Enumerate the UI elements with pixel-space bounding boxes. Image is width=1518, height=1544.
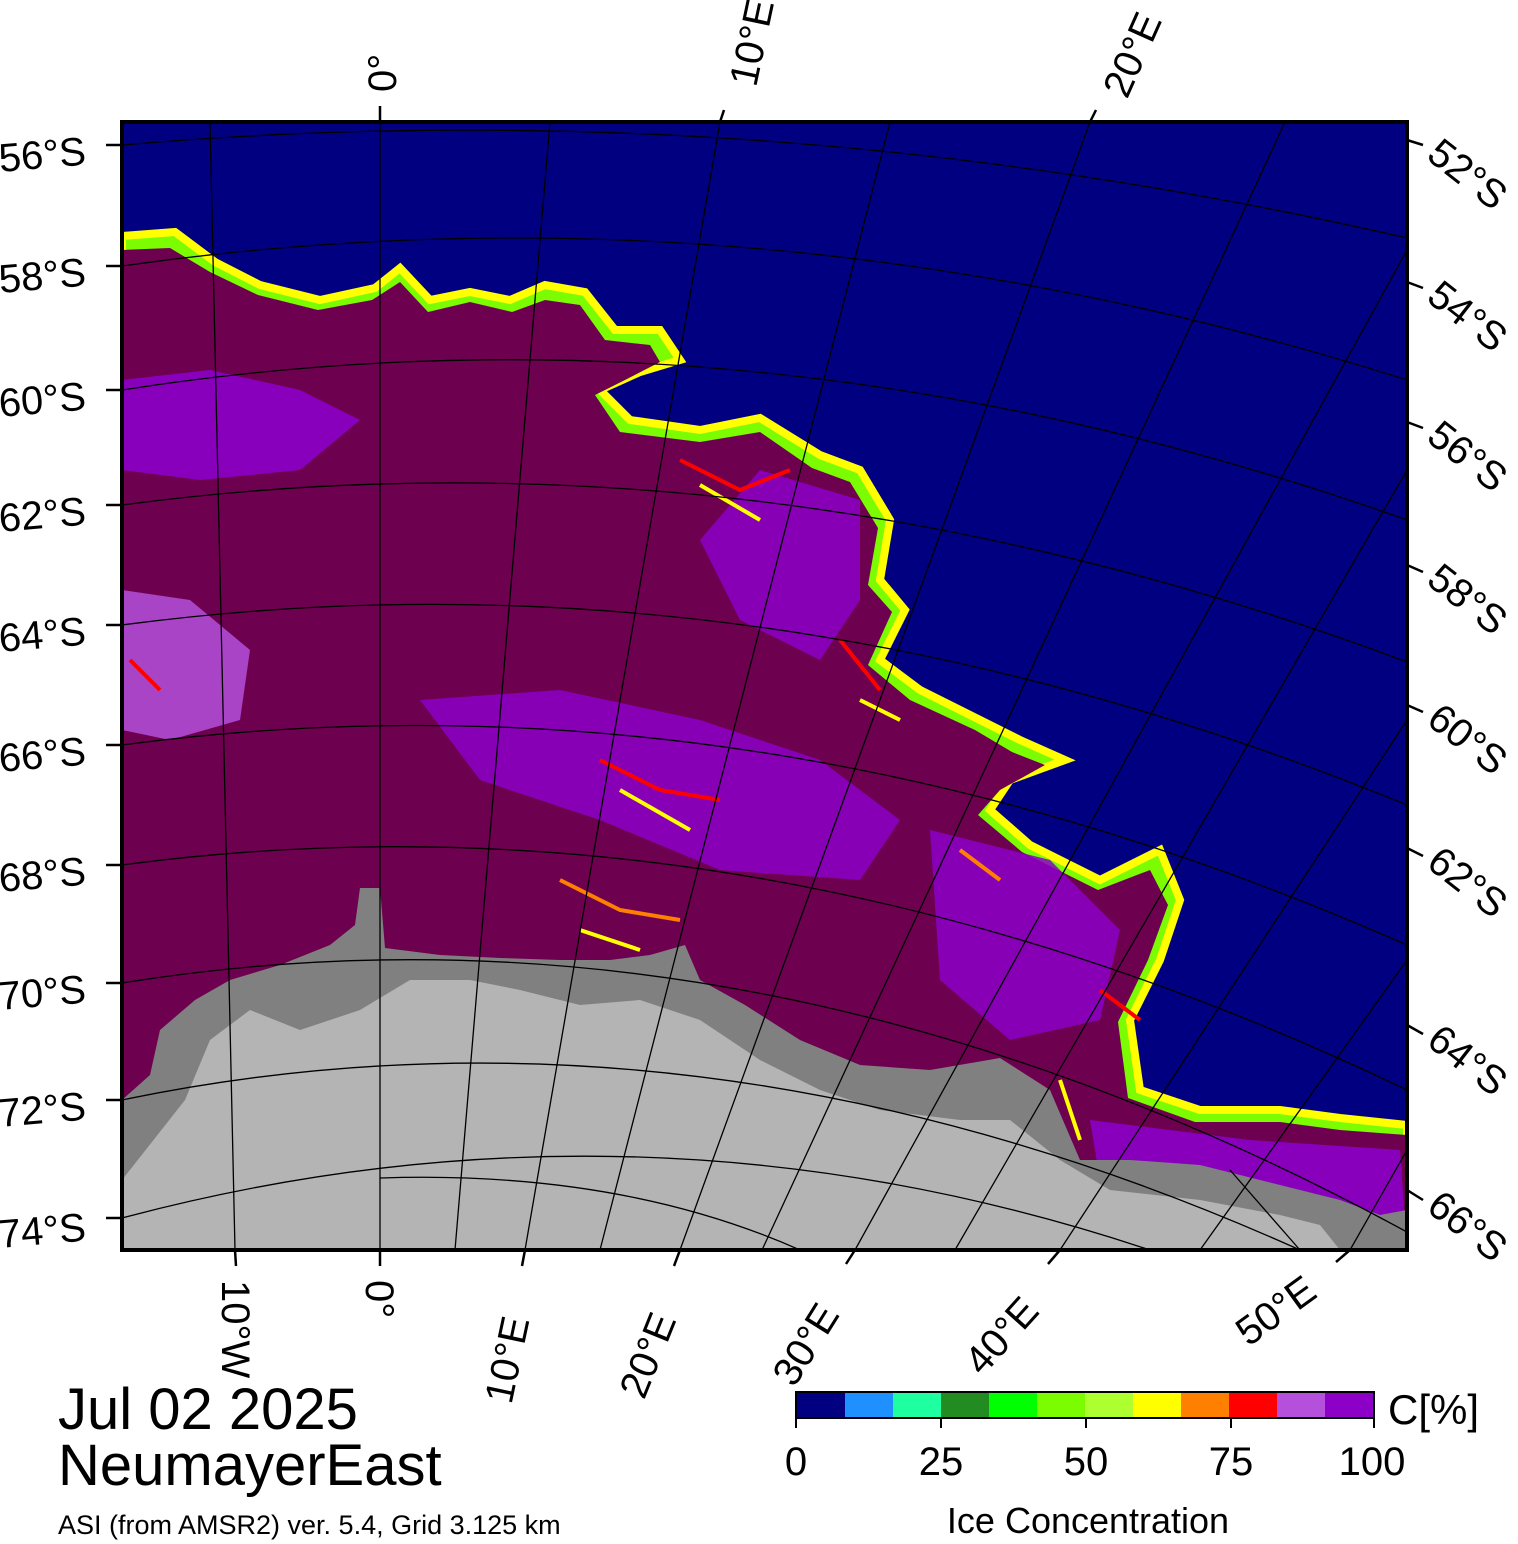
meridian-35E	[954, 469, 1407, 1250]
meridian-25E	[761, 122, 1286, 1250]
ice-region-purple-west	[122, 370, 360, 480]
lat-label-left: 64°S	[0, 610, 88, 661]
ice-region-purple-west2	[122, 590, 250, 740]
meridian-45E	[1199, 959, 1407, 1250]
lon-label-bottom: 10°W	[213, 1280, 257, 1378]
colorbar-swatch	[1181, 1393, 1229, 1417]
colorbar-swatch	[941, 1393, 989, 1417]
lat-label-left: 62°S	[0, 490, 88, 541]
lat-label-right: 54°S	[1419, 272, 1515, 360]
colorbar	[795, 1391, 1375, 1419]
meridian-15E	[599, 122, 891, 1250]
lon-label-top: 0°	[361, 54, 405, 92]
parallel-70S	[122, 959, 1407, 1233]
ice-region-purple-east	[700, 470, 860, 660]
bottom-longitude-labels: 10°W 0° 10°E 20°E 30°E 40°E 50°E	[213, 1268, 1324, 1407]
colorbar-tick-label: 0	[784, 1440, 808, 1484]
lon-label-bottom: 40°E	[956, 1289, 1047, 1383]
lat-label-right: 60°S	[1419, 695, 1515, 783]
lat-label-left: 60°S	[0, 375, 88, 426]
colorbar-unit: C[%]	[1388, 1386, 1480, 1433]
frame-ticks	[106, 106, 1424, 1267]
colorbar-tick-label: 25	[918, 1440, 964, 1484]
lat-label-left: 70°S	[0, 968, 88, 1019]
parallel-64S	[122, 603, 1407, 806]
parallel-74S	[122, 1155, 1151, 1250]
lon-label-bottom: 10°E	[477, 1313, 538, 1407]
lat-label-left: 68°S	[0, 850, 88, 901]
lat-label-right: 52°S	[1419, 130, 1515, 218]
colorbar-tick	[1230, 1418, 1232, 1428]
colorbar-tick	[1085, 1418, 1087, 1428]
parallel-66S	[122, 724, 1407, 946]
parallel-76S	[379, 1176, 801, 1250]
map-date: Jul 02 2025	[58, 1377, 358, 1442]
colorbar-tick	[1373, 1418, 1375, 1428]
lon-label-bottom: 50°E	[1228, 1268, 1324, 1355]
colorbar-tick-label: 75	[1208, 1440, 1254, 1484]
lon-label-bottom: 20°E	[612, 1307, 685, 1404]
ice-region-purple-far-east	[930, 830, 1120, 1040]
lon-label-bottom: 0°	[357, 1280, 401, 1318]
colorbar-swatch	[1085, 1393, 1133, 1417]
left-latitude-labels: 56°S 58°S 60°S 62°S 64°S 66°S 68°S 70°S …	[0, 130, 88, 1257]
parallel-58S	[122, 237, 1407, 381]
region-name: NeumayerEast	[58, 1433, 442, 1498]
meridian-10E	[524, 122, 721, 1250]
parallel-72S	[122, 1062, 1301, 1250]
lat-label-left: 72°S	[0, 1085, 88, 1136]
parallel-68S	[122, 846, 1407, 1091]
colorbar-swatch	[1037, 1393, 1085, 1417]
meridian-10W	[209, 122, 236, 1250]
meridian-20E	[679, 122, 1091, 1250]
lon-label-top: 10°E	[722, 0, 783, 90]
map-frame	[120, 120, 1409, 1252]
colorbar-swatch	[1325, 1393, 1373, 1417]
colorbar-tick	[795, 1418, 797, 1428]
meridian-5E	[454, 122, 551, 1250]
colorbar-swatch	[797, 1393, 845, 1417]
parallel-56S	[122, 129, 1407, 239]
colorbar-tick	[940, 1418, 942, 1428]
lat-label-right: 64°S	[1419, 1016, 1515, 1104]
colorbar-tick-label: 50	[1063, 1440, 1109, 1484]
meridian-40E	[1059, 719, 1407, 1250]
colorbar-swatch	[989, 1393, 1037, 1417]
antarctic-continent	[122, 980, 1340, 1250]
lat-label-right: 56°S	[1419, 412, 1515, 500]
lat-label-left: 74°S	[0, 1206, 88, 1257]
top-longitude-labels: 0° 10°E 20°E	[361, 0, 1171, 104]
graticule	[122, 122, 1407, 1250]
lat-label-left: 58°S	[0, 251, 88, 302]
lat-label-right: 62°S	[1419, 838, 1515, 926]
lat-label-right: 58°S	[1419, 555, 1515, 643]
meridian-25E-south	[1229, 1169, 1301, 1250]
right-latitude-labels: 52°S 54°S 56°S 58°S 60°S 62°S 64°S 66°S	[1419, 130, 1515, 1270]
parallel-60S	[122, 359, 1407, 521]
lat-label-right: 66°S	[1419, 1182, 1515, 1270]
colorbar-swatch	[1133, 1393, 1181, 1417]
ice-region-purple-center	[420, 690, 900, 880]
data-source: ASI (from AMSR2) ver. 5.4, Grid 3.125 km	[58, 1510, 561, 1540]
colorbar-swatch	[845, 1393, 893, 1417]
lon-label-bottom: 30°E	[764, 1296, 848, 1393]
colorbar-tick-label: 100	[1338, 1440, 1406, 1484]
meridian-50E	[1349, 1149, 1407, 1250]
colorbar-swatch	[1229, 1393, 1277, 1417]
colorbar-swatch	[1277, 1393, 1325, 1417]
colorbar-title: Ice Concentration	[946, 1500, 1230, 1541]
lat-label-left: 66°S	[0, 730, 88, 781]
ice-lead-streaks	[128, 458, 1142, 1141]
colorbar-swatch	[893, 1393, 941, 1417]
meridian-30E	[854, 249, 1407, 1250]
map-frame-content	[122, 122, 1407, 1250]
lat-label-left: 56°S	[0, 130, 88, 181]
lon-label-top: 20°E	[1095, 6, 1171, 104]
